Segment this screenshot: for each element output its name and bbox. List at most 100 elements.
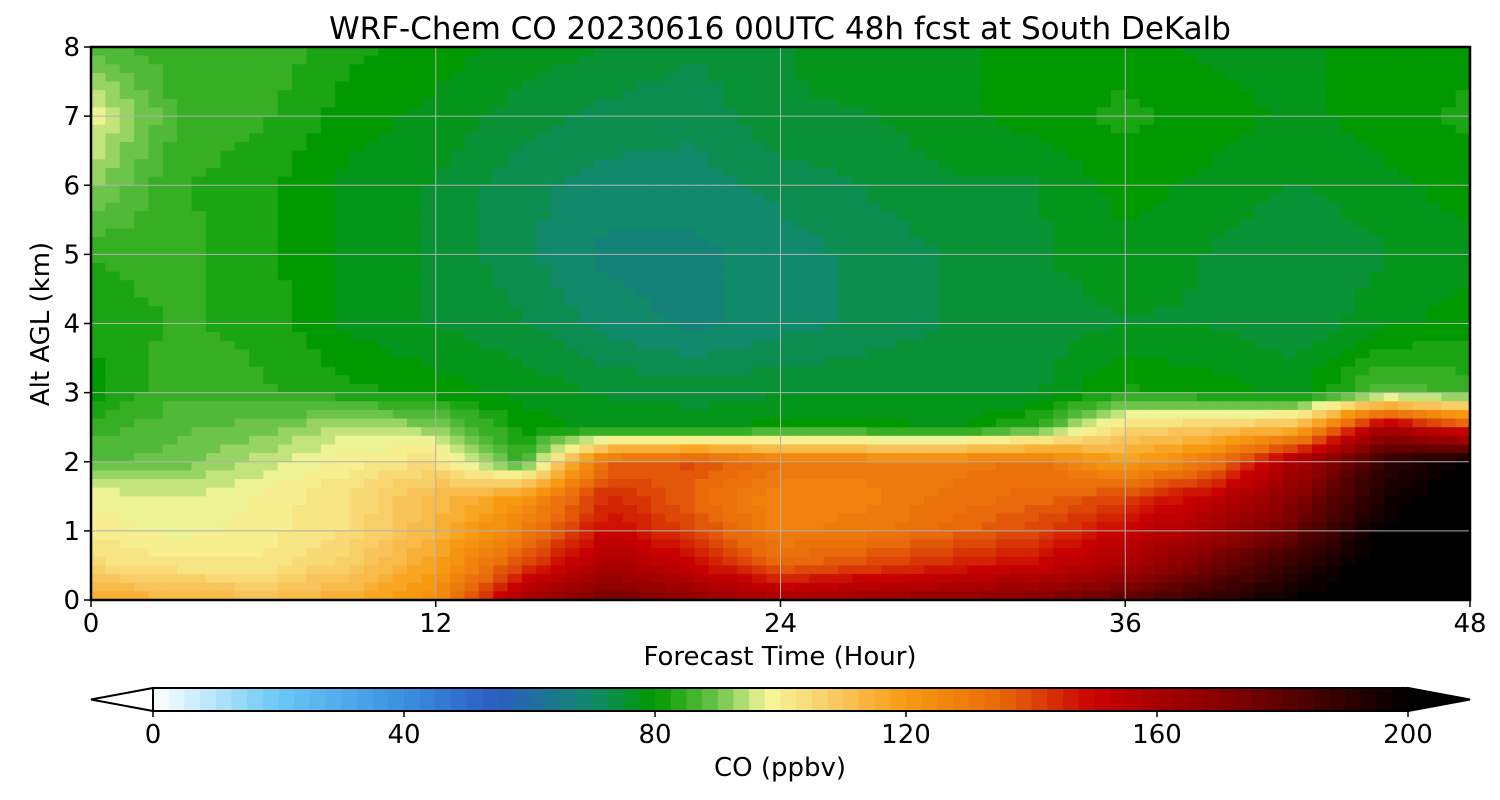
contour-cell — [1053, 358, 1069, 368]
contour-cell — [794, 202, 810, 212]
contour-cell — [1053, 427, 1069, 437]
contour-cell — [205, 487, 221, 497]
contour-cell — [737, 461, 753, 471]
contour-cell — [679, 263, 695, 273]
contour-cell — [105, 47, 121, 57]
contour-cell — [507, 435, 523, 446]
contour-cell — [809, 453, 825, 463]
contour-cell — [1010, 72, 1026, 83]
contour-cell — [320, 263, 336, 273]
contour-cell — [1340, 211, 1356, 221]
contour-cell — [1039, 47, 1055, 57]
contour-cell — [938, 271, 954, 281]
contour-cell — [1053, 435, 1069, 446]
contour-cell — [105, 427, 121, 437]
contour-cell — [679, 55, 695, 65]
contour-cell — [536, 401, 552, 411]
contour-cell — [421, 237, 437, 247]
contour-cell — [521, 133, 537, 143]
contour-cell — [823, 150, 839, 160]
contour-cell — [335, 167, 351, 178]
contour-cell — [694, 358, 710, 368]
contour-cell — [981, 383, 997, 394]
contour-cell — [134, 81, 150, 91]
contour-cell — [392, 401, 408, 411]
contour-cell — [1010, 237, 1026, 247]
contour-cell — [751, 237, 767, 247]
contour-cell — [1211, 81, 1227, 91]
contour-cell — [1355, 237, 1371, 247]
contour-cell — [1398, 142, 1414, 152]
contour-cell — [220, 358, 236, 368]
contour-cell — [1225, 409, 1241, 420]
contour-cell — [967, 418, 983, 428]
contour-cell — [766, 349, 782, 359]
contour-cell — [306, 72, 322, 83]
contour-cell — [1340, 297, 1356, 307]
contour-cell — [995, 444, 1011, 454]
contour-cell — [1039, 116, 1055, 126]
contour-cell — [593, 254, 609, 264]
contour-cell — [1326, 297, 1342, 307]
contour-cell — [622, 453, 638, 463]
contour-cell — [1340, 133, 1356, 143]
contour-cell — [450, 306, 466, 316]
contour-cell — [1412, 219, 1428, 230]
contour-cell — [636, 245, 652, 255]
contour-cell — [636, 167, 652, 178]
contour-cell — [766, 453, 782, 463]
contour-cell — [852, 133, 868, 143]
contour-cell — [421, 167, 437, 178]
contour-cell — [909, 124, 925, 135]
contour-cell — [521, 306, 537, 316]
contour-cell — [378, 64, 394, 74]
contour-cell — [895, 107, 911, 117]
contour-cell — [809, 228, 825, 238]
contour-cell — [938, 124, 954, 135]
contour-cell — [1182, 349, 1198, 359]
contour-cell — [263, 461, 279, 471]
contour-cell — [1326, 479, 1342, 489]
contour-cell — [823, 254, 839, 264]
contour-cell — [565, 107, 580, 117]
contour-cell — [967, 263, 983, 273]
contour-cell — [536, 271, 552, 281]
contour-cell — [751, 479, 767, 489]
contour-cell — [1197, 237, 1213, 247]
contour-cell — [1024, 185, 1040, 195]
contour-cell — [1024, 211, 1040, 221]
contour-cell — [694, 487, 710, 497]
contour-cell — [162, 444, 178, 454]
contour-cell — [837, 427, 853, 437]
contour-cell — [378, 323, 394, 333]
contour-cell — [780, 461, 796, 471]
contour-cell — [1153, 245, 1169, 255]
contour-cell — [148, 392, 164, 402]
contour-cell — [995, 383, 1011, 394]
contour-cell — [608, 159, 624, 169]
contour-cell — [1383, 202, 1399, 212]
contour-cell — [866, 375, 882, 385]
contour-cell — [1383, 72, 1399, 83]
contour-cell — [1053, 306, 1069, 316]
contour-cell — [981, 133, 997, 143]
contour-cell — [292, 116, 308, 126]
contour-cell — [550, 418, 566, 428]
contour-cell — [521, 116, 537, 126]
contour-cell — [263, 470, 279, 480]
contour-cell — [177, 479, 193, 489]
contour-cell — [1225, 142, 1241, 152]
contour-cell — [320, 47, 336, 57]
contour-cell — [895, 64, 911, 74]
contour-cell — [277, 176, 293, 186]
contour-cell — [909, 340, 925, 351]
contour-cell — [1082, 254, 1098, 264]
contour-cell — [1240, 349, 1256, 359]
contour-cell — [1211, 401, 1227, 411]
contour-cell — [464, 142, 480, 152]
contour-cell — [1283, 176, 1299, 186]
contour-cell — [1369, 211, 1385, 221]
contour-cell — [1067, 409, 1083, 420]
contour-cell — [1225, 219, 1241, 230]
contour-cell — [737, 435, 753, 446]
